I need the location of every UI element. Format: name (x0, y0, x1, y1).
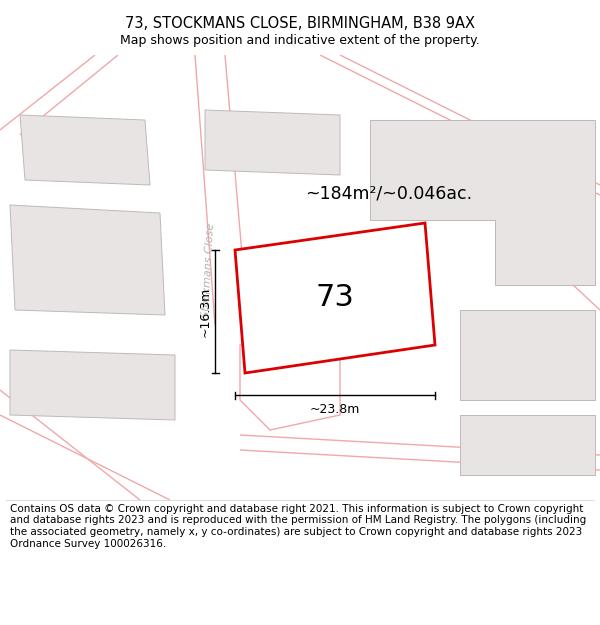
Text: Contains OS data © Crown copyright and database right 2021. This information is : Contains OS data © Crown copyright and d… (10, 504, 586, 549)
Text: 73, STOCKMANS CLOSE, BIRMINGHAM, B38 9AX: 73, STOCKMANS CLOSE, BIRMINGHAM, B38 9AX (125, 16, 475, 31)
Polygon shape (10, 205, 165, 315)
Text: Stockmans Close: Stockmans Close (200, 222, 215, 318)
Polygon shape (205, 110, 340, 175)
Text: 73: 73 (316, 283, 355, 312)
Text: Map shows position and indicative extent of the property.: Map shows position and indicative extent… (120, 34, 480, 47)
Polygon shape (10, 350, 175, 420)
Text: ~23.8m: ~23.8m (310, 403, 360, 416)
Text: ~16.3m: ~16.3m (199, 286, 212, 337)
Polygon shape (235, 223, 435, 373)
Polygon shape (460, 310, 595, 400)
Text: ~184m²/~0.046ac.: ~184m²/~0.046ac. (305, 185, 472, 203)
Polygon shape (370, 120, 595, 285)
Polygon shape (20, 115, 150, 185)
Polygon shape (460, 415, 595, 475)
